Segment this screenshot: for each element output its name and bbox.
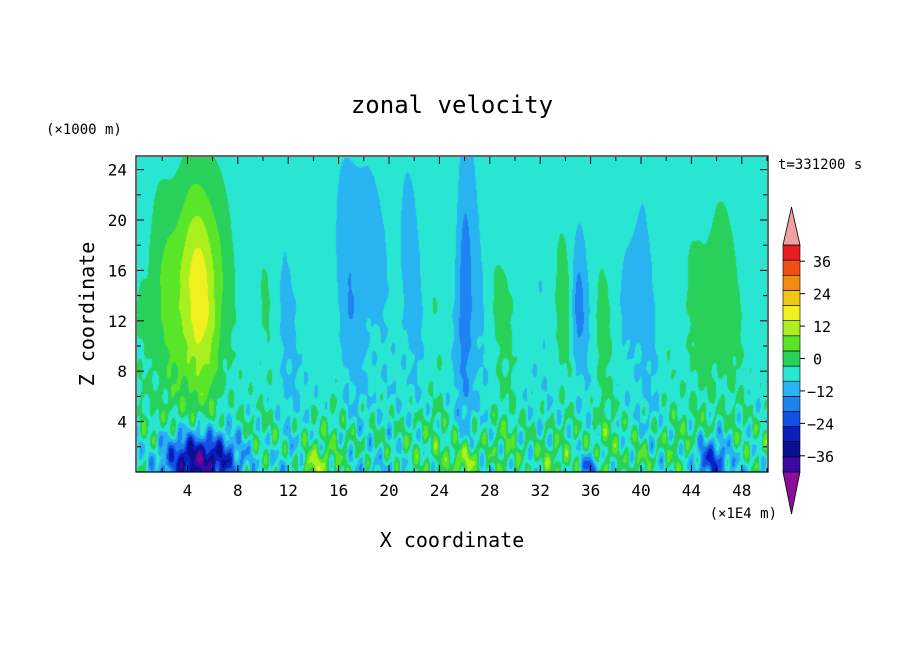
x-unit-label: (×1E4 m) [710,506,777,522]
colorbar-bin [782,426,801,443]
colorbar-label: −36 [807,448,834,466]
colorbar: 36 24 12 0 −12 −24 −36 [782,206,834,515]
colorbar-label: 12 [813,318,831,336]
x-axis-label: X coordinate [380,528,525,552]
colorbar-bin [782,380,801,397]
y-tick-label: 4 [117,413,127,432]
colorbar-bin [782,290,801,306]
colorbar-bin [782,244,801,261]
colorbar-bin [782,274,801,291]
colorbar-bin [782,320,801,337]
y-axis-label: Z coordinate [75,242,99,387]
x-tick-label: 36 [581,481,600,500]
colorbar-bin [782,456,801,473]
colorbar-under-arrow [782,471,801,515]
colorbar-bin [782,441,801,458]
x-tick-label: 12 [279,481,298,500]
x-tick-label: 32 [531,481,550,500]
x-tick-label: 48 [732,481,751,500]
y-tick-label: 12 [108,312,127,331]
y-tick-label: 8 [117,362,127,381]
x-tick-label: 28 [480,481,499,500]
colorbar-bin [782,396,801,412]
y-tick-label: 24 [108,161,127,180]
x-tick-label: 8 [233,481,243,500]
colorbar-label: 36 [813,253,831,271]
x-tick-label: 44 [682,481,701,500]
x-axis: 4 8 12 16 20 24 28 32 36 40 44 48 [161,157,768,500]
contour-field [137,157,767,472]
time-label: t=331200 s [778,157,862,173]
colorbar-label: −24 [807,415,834,433]
colorbar-over-arrow [782,206,801,246]
colorbar-bin [782,305,801,321]
y-tick-label: 20 [108,211,127,230]
colorbar-bin [782,411,801,427]
x-tick-label: 16 [329,481,348,500]
colorbar-bin [782,259,801,276]
colorbar-bin [782,365,801,382]
colorbar-label: −12 [807,383,834,401]
plot-area [137,157,767,472]
colorbar-bin [782,350,801,367]
plot-frame [135,155,769,473]
x-tick-label: 20 [379,481,398,500]
chart-title: zonal velocity [351,91,553,119]
y-tick-label: 16 [108,261,127,280]
y-axis: 4 8 12 16 20 24 [108,161,767,448]
colorbar-label: 24 [813,286,831,304]
x-tick-label: 4 [183,481,193,500]
y-unit-label: (×1000 m) [46,122,122,138]
colorbar-bin [782,335,801,352]
x-tick-label: 40 [631,481,650,500]
x-tick-label: 24 [430,481,449,500]
colorbar-label: 0 [813,351,822,369]
